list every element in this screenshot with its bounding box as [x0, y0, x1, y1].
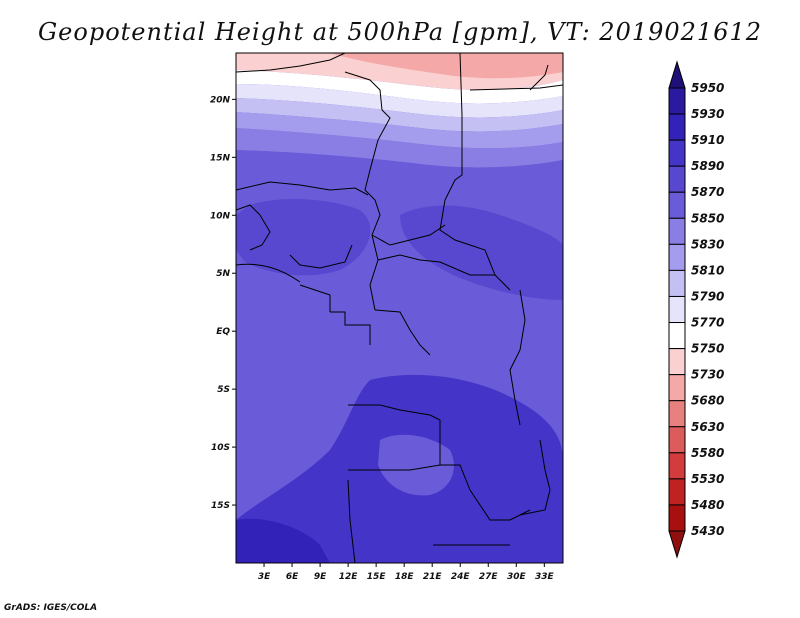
colorbar-label: 5910: [691, 133, 724, 147]
band-5770: [236, 70, 563, 104]
colorbar-label: 5430: [691, 524, 724, 538]
colorbar-label: 5480: [691, 498, 724, 512]
colorbar-label: 5790: [691, 289, 724, 303]
lon-tick-label: 9E: [314, 572, 327, 582]
lon-tick-label: 21E: [423, 572, 443, 582]
lon-tick-label: 33E: [535, 572, 555, 582]
lat-tick-label: 10N: [210, 211, 231, 221]
colorbar-segment: [668, 348, 686, 376]
band-5830: [236, 112, 563, 149]
lat-tick-label: 10S: [211, 443, 230, 453]
lat-tick-label: 5S: [217, 385, 230, 395]
lat-tick-label: 20N: [210, 95, 231, 105]
lon-tick-label: 30E: [507, 572, 527, 582]
lon-tick-label: 12E: [339, 572, 359, 582]
lon-tick-label: 3E: [258, 572, 271, 582]
colorbar-segment: [668, 217, 686, 245]
colorbar-label: 5830: [691, 237, 724, 251]
colorbar-segment: [668, 269, 686, 297]
colorbar-label: 5630: [691, 420, 724, 434]
grads-credit: GrADS: IGES/COLA: [4, 603, 98, 613]
colorbar: 5950 5930 5910 5890 5870 5850 5830 5810 5790 5770…: [668, 60, 724, 559]
band-5850: [236, 128, 563, 168]
lat-tick-label: 15S: [211, 501, 230, 511]
colorbar-segment: [668, 87, 686, 115]
colorbar-segment: [668, 295, 686, 324]
lon-tick-label: 27E: [479, 572, 499, 582]
colorbar-label: 5810: [691, 263, 724, 277]
colorbar-label: 5530: [691, 472, 724, 486]
colorbar-segment: [668, 165, 686, 193]
lon-tick-label: 24E: [451, 572, 471, 582]
colorbar-label: 5890: [691, 159, 724, 173]
colorbar-segment: [668, 191, 686, 219]
map-title: Geopotential Height at 500hPa [gpm], VT:…: [38, 18, 762, 46]
lon-tick-label: 15E: [367, 572, 387, 582]
colorbar-label: 5850: [691, 211, 724, 225]
band-5730: [330, 53, 563, 79]
colorbar-segment: [668, 322, 686, 350]
country-borders: [236, 53, 563, 563]
colorbar-label: 5930: [691, 107, 724, 121]
colorbar-bottom-arrow: [668, 530, 686, 559]
colorbar-label: 5950: [691, 81, 724, 95]
colorbar-segment: [668, 478, 686, 506]
colorbar-segment: [668, 113, 686, 141]
colorbar-segment: [668, 374, 686, 402]
colorbar-segment: [668, 426, 686, 454]
colorbar-segment: [668, 400, 686, 428]
band-5790: [236, 84, 563, 118]
map-frame: [235, 52, 564, 564]
colorbar-segment: [668, 139, 686, 167]
colorbar-label: 5750: [691, 342, 724, 356]
lon-tick-label: 18E: [395, 572, 415, 582]
colorbar-segment: [668, 243, 686, 271]
lat-tick-label: EQ: [216, 327, 230, 337]
band-5870: [236, 150, 563, 193]
lat-axis: 20N 15N 10N 5N EQ 5S 10S 15S: [210, 95, 236, 511]
blob-5910-sw: [236, 518, 330, 563]
blob-5870-lt: [378, 434, 454, 496]
lat-tick-label: 5N: [216, 269, 230, 279]
blob-5890-w: [236, 198, 371, 276]
lon-tick-label: 6E: [286, 572, 299, 582]
colorbar-segment: [668, 504, 686, 532]
colorbar-label: 5680: [691, 394, 724, 408]
colorbar-top-arrow: [668, 60, 686, 89]
band-5810: [236, 98, 563, 132]
lon-axis: 3E 6E 9E 12E 15E 18E 21E 24E 27E 30E 33E: [258, 563, 555, 582]
colorbar-label: 5870: [691, 185, 724, 199]
colorbar-label: 5730: [691, 368, 724, 382]
lat-tick-label: 15N: [210, 153, 231, 163]
colorbar-label: 5580: [691, 446, 724, 460]
colorbar-segment: [668, 452, 686, 480]
colorbar-label: 5770: [691, 316, 724, 330]
map-panel: [236, 53, 563, 563]
blob-5890-c: [400, 205, 563, 300]
